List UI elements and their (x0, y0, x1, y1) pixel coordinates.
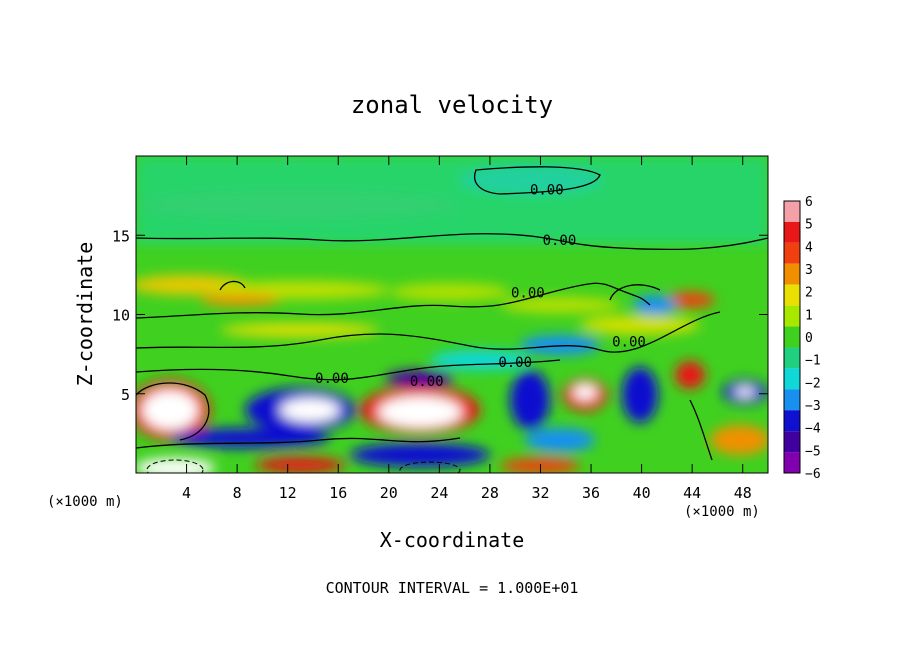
x-tick-label: 20 (380, 484, 398, 502)
x-unit-left: (×1000 m) (47, 494, 123, 510)
colorbar-label: 6 (805, 195, 813, 210)
colorbar-label: −6 (805, 467, 821, 482)
x-tick-label: 36 (582, 484, 600, 502)
x-tick-label: 12 (279, 484, 297, 502)
colorbar-swatch (784, 221, 800, 243)
x-tick-label: 24 (430, 484, 448, 502)
colorbar-label: −2 (805, 376, 821, 391)
y-tick-label: 15 (112, 227, 130, 245)
contour-label: 0.00 (530, 182, 564, 198)
colorbar-swatch (784, 305, 800, 327)
y-tick-label: 5 (121, 386, 130, 404)
colorbar-swatch (784, 368, 800, 390)
colorbar-label: −4 (805, 422, 821, 437)
contour-label: 0.00 (498, 355, 532, 371)
colorbar-swatch (784, 201, 800, 222)
contour-label: 0.00 (612, 334, 646, 350)
contour-labels: 0.00 0.00 0.00 0.00 0.00 0.00 0.00 (315, 182, 646, 390)
heatmap-field: 0.00 0.00 0.00 0.00 0.00 0.00 0.00 (136, 156, 768, 473)
x-tick-label: 32 (531, 484, 549, 502)
chart-title: zonal velocity (351, 91, 553, 119)
colorbar-label: 3 (805, 263, 813, 278)
colorbar-swatch (784, 389, 800, 411)
colorbar-label: −5 (805, 444, 821, 459)
x-tick-label: 44 (683, 484, 701, 502)
colorbar-swatch (784, 263, 800, 285)
contour-label: 0.00 (410, 374, 444, 390)
y-axis-label: Z-coordinate (73, 242, 97, 387)
x-tick-label: 40 (633, 484, 651, 502)
y-axis-ticks: 5 10 15 (112, 227, 768, 404)
x-tick-label: 8 (233, 484, 242, 502)
colorbar-label: 1 (805, 308, 813, 323)
colorbar-swatch (784, 410, 800, 432)
contour-label: 0.00 (315, 371, 349, 387)
x-tick-label: 16 (329, 484, 347, 502)
contour-label: 0.00 (511, 285, 545, 301)
colorbar: 6 5 4 3 2 1 0 −1 −2 −3 −4 −5 −6 (783, 195, 821, 482)
colorbar-label: 5 (805, 218, 813, 233)
colorbar-label: 0 (805, 331, 813, 346)
x-tick-label: 28 (481, 484, 499, 502)
colorbar-swatch (784, 347, 800, 369)
negative-contours (146, 459, 461, 473)
contour-interval-note: CONTOUR INTERVAL = 1.000E+01 (326, 579, 579, 597)
colorbar-label: −1 (805, 354, 821, 369)
colorbar-label: 4 (805, 240, 813, 255)
x-axis-label: X-coordinate (380, 528, 525, 552)
contour-label: 0.00 (543, 233, 577, 249)
colorbar-swatch (784, 452, 800, 473)
colorbar-swatch (784, 284, 800, 306)
y-tick-label: 10 (112, 307, 130, 325)
zero-contours (136, 166, 768, 461)
colorbar-swatch (784, 326, 800, 348)
colorbar-label: −3 (805, 399, 821, 414)
colorbar-swatch (784, 242, 800, 264)
x-tick-label: 48 (734, 484, 752, 502)
x-tick-label: 4 (182, 484, 191, 502)
colorbar-swatch (784, 431, 800, 453)
colorbar-label: 2 (805, 286, 813, 301)
colorbar-frame (783, 200, 801, 474)
x-axis-ticks: 4 8 12 16 20 24 28 32 36 40 44 48 (182, 156, 752, 502)
x-unit-right: (×1000 m) (684, 504, 760, 520)
